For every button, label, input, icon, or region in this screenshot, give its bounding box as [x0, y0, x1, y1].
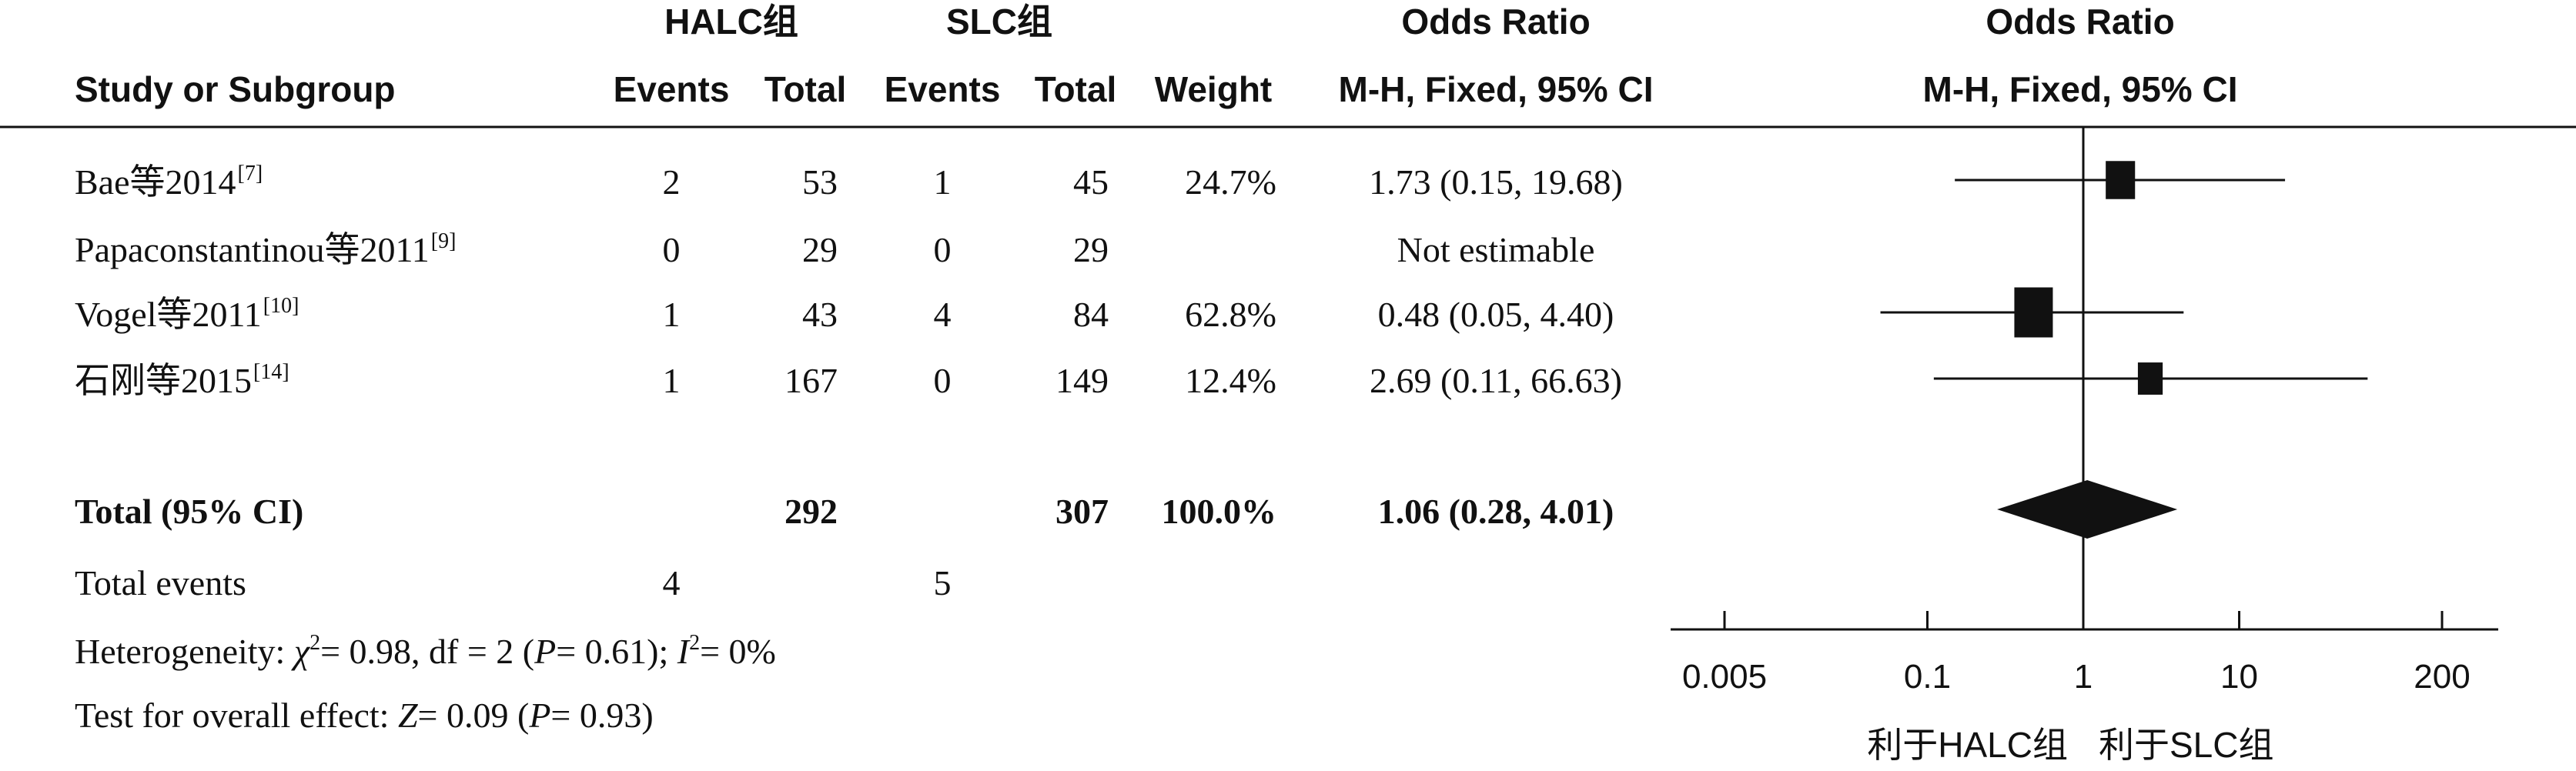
pooled-diamond [1997, 480, 2178, 539]
header-total2: Total [1035, 69, 1116, 109]
x-axis-tick-label: 0.1 [1904, 658, 1951, 696]
study-point-square [2137, 362, 2163, 395]
total-t2: 307 [1055, 492, 1109, 531]
total-t1: 292 [785, 492, 838, 531]
study-events2: 4 [934, 295, 952, 334]
x-axis-tick-label: 10 [2220, 658, 2258, 696]
total-label: Total (95% CI) [75, 492, 303, 531]
x-axis-tick-label: 1 [2074, 658, 2093, 696]
study-ci: 0.48 (0.05, 4.40) [1378, 295, 1614, 334]
total-events-e1: 4 [663, 563, 681, 602]
study-total2: 29 [1073, 230, 1109, 269]
study-name: Vogel等2011 [75, 295, 262, 334]
total-events-label: Total events [75, 563, 246, 602]
study-reference: [7] [238, 162, 263, 185]
study-ci: 1.73 (0.15, 19.68) [1369, 162, 1623, 202]
header-group2: SLC组 [946, 2, 1052, 42]
study-rows: Bae等2014 [7] 2 53 1 45 24.7% 1.73 (0.15, 19.68)… [75, 162, 1623, 400]
header-weight: Weight [1155, 69, 1272, 109]
study-total1: 53 [802, 162, 838, 202]
forest-plot: 0.005 0.1 1 10 200 利于HALC组 利于SLC组 [1671, 127, 2498, 765]
header-group1: HALC组 [664, 2, 798, 42]
header-plot-method: M-H, Fixed, 95% CI [1923, 69, 2238, 109]
total-events-e2: 5 [934, 563, 952, 602]
study-events1: 1 [663, 295, 681, 334]
header-study: Study or Subgroup [75, 69, 396, 109]
study-events2: 0 [934, 230, 952, 269]
heterogeneity-text: Heterogeneity: χ2= 0.98, df = 2 (P= 0.61… [75, 631, 776, 671]
study-events2: 1 [934, 162, 952, 202]
x-axis-tick-label: 200 [2414, 658, 2470, 696]
header-method: M-H, Fixed, 95% CI [1339, 69, 1654, 109]
header-odds-ratio: Odds Ratio [1401, 2, 1590, 42]
study-weight: 62.8% [1185, 295, 1276, 334]
study-weight: 12.4% [1185, 361, 1276, 400]
study-point-square [2014, 287, 2053, 338]
study-weight: 24.7% [1185, 162, 1276, 202]
study-name: 石刚等2015 [75, 361, 252, 400]
study-total1: 43 [802, 295, 838, 334]
favours-left-label: 利于HALC组 [1867, 725, 2068, 765]
header-total1: Total [764, 69, 846, 109]
total-weight: 100.0% [1162, 492, 1277, 531]
study-ci: 2.69 (0.11, 66.63) [1370, 361, 1622, 400]
header-events2: Events [885, 69, 1001, 109]
study-point-square [2106, 161, 2136, 199]
study-total1: 29 [802, 230, 838, 269]
study-total2: 45 [1073, 162, 1109, 202]
study-reference: [9] [431, 229, 457, 253]
total-ci: 1.06 (0.28, 4.01) [1378, 492, 1614, 531]
study-events2: 0 [934, 361, 952, 400]
study-events1: 2 [663, 162, 681, 202]
study-reference: [10] [263, 294, 299, 318]
x-axis-tick-label: 0.005 [1682, 658, 1767, 696]
study-events1: 1 [663, 361, 681, 400]
header-events1: Events [614, 69, 730, 109]
header-plot-odds-ratio: Odds Ratio [1986, 2, 2174, 42]
overall-effect-text: Test for overall effect: Z= 0.09 (P= 0.9… [75, 696, 654, 735]
study-events1: 0 [663, 230, 681, 269]
study-total2: 84 [1073, 295, 1109, 334]
study-ci: Not estimable [1397, 230, 1595, 269]
study-name: Bae等2014 [75, 162, 236, 202]
study-name: Papaconstantinou等2011 [75, 230, 430, 269]
study-reference: [14] [253, 360, 289, 384]
study-total2: 149 [1055, 361, 1109, 400]
favours-right-label: 利于SLC组 [2099, 725, 2273, 765]
study-total1: 167 [785, 361, 838, 400]
